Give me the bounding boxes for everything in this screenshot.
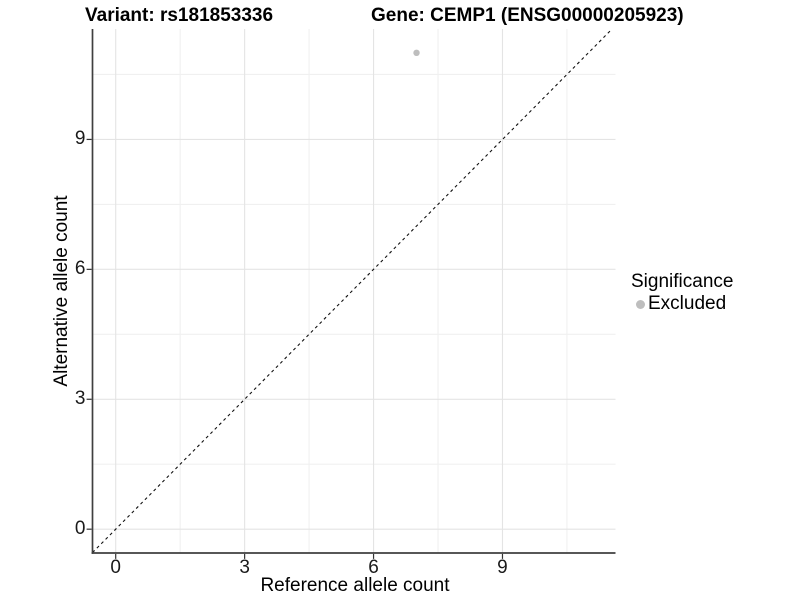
x-tick-label: 0 [110, 557, 121, 578]
x-axis-title: Reference allele count [260, 575, 450, 596]
data-point-excluded [413, 49, 420, 57]
plot-title-gene: Gene: CEMP1 (ENSG00000205923) [371, 5, 684, 26]
plot-title-variant: Variant: rs181853336 [85, 5, 274, 26]
y-tick-label: 6 [74, 258, 86, 280]
y-tick-label: 9 [74, 128, 86, 150]
y-tick-label: 0 [74, 518, 86, 540]
identity-dashed-line [92, 28, 613, 553]
legend-title: Significance [631, 271, 734, 292]
x-tick-label: 9 [497, 557, 508, 578]
legend: Significance Excluded [629, 270, 794, 315]
x-tick-label: 6 [368, 557, 379, 578]
legend-marker-circle-icon [636, 299, 645, 309]
legend-item-excluded: Excluded [629, 293, 794, 315]
y-axis-title: Alternative allele count [51, 195, 72, 387]
legend-item-label: Excluded [648, 293, 727, 314]
y-tick-label: 3 [74, 388, 86, 410]
x-tick-label: 3 [239, 557, 250, 578]
